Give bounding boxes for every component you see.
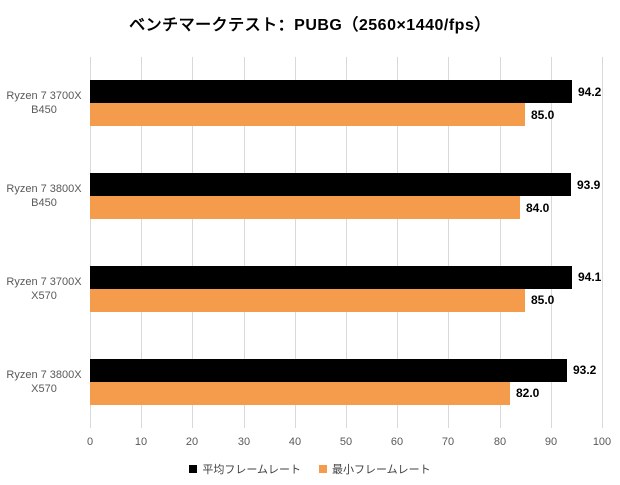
value-label-series-1-group-3: 82.0 bbox=[516, 386, 540, 400]
chart-title: ベンチマークテスト：PUBG（2560×1440/fps） bbox=[129, 17, 491, 34]
category-label-0: Ryzen 7 3700X B450 bbox=[0, 89, 88, 117]
x-tick-label-10: 10 bbox=[134, 436, 148, 448]
x-tick-label-80: 80 bbox=[493, 436, 507, 448]
category-label-2: Ryzen 7 3700X X570 bbox=[0, 275, 88, 303]
category-label-3-line-0: Ryzen 7 3800X bbox=[6, 369, 82, 381]
value-label-series-0-group-2: 94.1 bbox=[578, 270, 602, 284]
x-tick-label-0: 0 bbox=[86, 436, 94, 448]
bar-series-1-group-3 bbox=[90, 382, 510, 405]
legend-swatch-average bbox=[189, 465, 198, 473]
category-label-1-line-0: Ryzen 7 3800X bbox=[6, 183, 82, 195]
bar-series-1-group-1 bbox=[90, 196, 520, 219]
category-label-0-line-1: B450 bbox=[31, 104, 57, 116]
gridline-x-70 bbox=[448, 57, 449, 428]
category-label-0-line-0: Ryzen 7 3700X bbox=[6, 90, 82, 102]
legend-label-minimum: 最小フレームレート bbox=[332, 464, 431, 476]
bar-series-0-group-2 bbox=[90, 266, 572, 289]
value-label-series-1-group-0: 85.0 bbox=[531, 108, 555, 122]
value-label-series-1-group-2: 85.0 bbox=[531, 293, 555, 307]
gridline-x-0 bbox=[90, 57, 91, 428]
gridline-x-80 bbox=[500, 57, 501, 428]
gridline-x-20 bbox=[192, 57, 193, 428]
category-label-1: Ryzen 7 3800X B450 bbox=[0, 182, 88, 210]
x-tick-label-100: 100 bbox=[592, 436, 612, 448]
bar-series-0-group-0 bbox=[90, 80, 572, 103]
category-label-1-line-1: B450 bbox=[31, 197, 57, 209]
value-label-series-0-group-0: 94.2 bbox=[578, 85, 602, 99]
gridline-x-40 bbox=[295, 57, 296, 428]
x-tick-label-90: 90 bbox=[544, 436, 558, 448]
x-tick-label-20: 20 bbox=[185, 436, 199, 448]
gridline-x-10 bbox=[141, 57, 142, 428]
gridline-x-100 bbox=[602, 57, 603, 428]
legend-label-average: 平均フレームレート bbox=[202, 464, 301, 476]
value-label-series-0-group-1: 93.9 bbox=[577, 178, 601, 192]
bar-series-0-group-1 bbox=[90, 173, 571, 196]
bar-series-1-group-0 bbox=[90, 103, 525, 126]
category-label-2-line-0: Ryzen 7 3700X bbox=[6, 276, 82, 288]
gridline-x-30 bbox=[244, 57, 245, 428]
x-tick-label-60: 60 bbox=[390, 436, 404, 448]
gridline-x-60 bbox=[397, 57, 398, 428]
legend-item-minimum: 最小フレームレート bbox=[319, 461, 431, 477]
value-label-series-0-group-3: 93.2 bbox=[573, 363, 597, 377]
category-label-3: Ryzen 7 3800X X570 bbox=[0, 368, 88, 396]
category-label-2-line-1: X570 bbox=[31, 290, 57, 302]
value-label-series-1-group-1: 84.0 bbox=[526, 201, 550, 215]
legend-swatch-minimum bbox=[319, 465, 327, 473]
x-tick-label-30: 30 bbox=[237, 436, 251, 448]
chart-legend: 平均フレームレート 最小フレームレート bbox=[0, 461, 620, 477]
x-tick-label-70: 70 bbox=[441, 436, 455, 448]
x-tick-label-50: 50 bbox=[339, 436, 353, 448]
bar-series-1-group-2 bbox=[90, 289, 525, 312]
gridline-x-50 bbox=[346, 57, 347, 428]
bar-series-0-group-3 bbox=[90, 359, 567, 382]
x-tick-label-40: 40 bbox=[288, 436, 302, 448]
gridline-x-90 bbox=[551, 57, 552, 428]
category-label-3-line-1: X570 bbox=[31, 383, 57, 395]
legend-item-average: 平均フレームレート bbox=[189, 461, 301, 477]
